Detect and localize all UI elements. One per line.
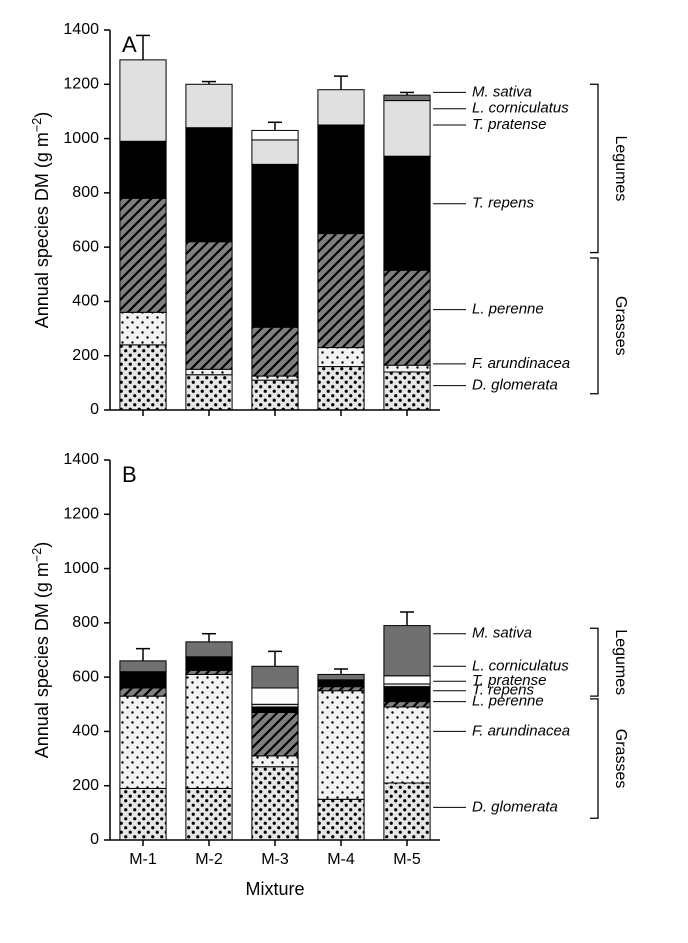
ytick-label: 800 — [72, 184, 99, 201]
bar-segment — [120, 198, 166, 312]
bar-segment — [252, 767, 298, 840]
group-label: Legumes — [612, 629, 629, 695]
bar-segment — [120, 672, 166, 688]
bar-segment — [186, 657, 232, 671]
bar-segment — [186, 128, 232, 242]
bar-segment — [252, 164, 298, 327]
panel-B: 0 200 400 600 800 1000 1200 1400 M-1 M-2 M-3 M-4 M-5… — [30, 451, 629, 868]
bar-segment — [186, 369, 232, 374]
panel-A: 0 200 400 600 800 1000 1200 1400 Annual species … — [30, 21, 629, 418]
ytick-label: 1400 — [63, 21, 99, 38]
ytick-label: 0 — [90, 401, 99, 418]
bar-segment — [318, 680, 364, 687]
ytick-label: 0 — [90, 831, 99, 848]
bar-segment — [186, 242, 232, 370]
bar-segment — [252, 140, 298, 164]
species-label: L. perenne — [472, 301, 544, 318]
species-label: M. sativa — [472, 83, 532, 100]
species-label: D. glomerata — [472, 798, 558, 815]
bar-segment — [384, 702, 430, 707]
ytick-label: 1000 — [63, 560, 99, 577]
bar-segment — [186, 670, 232, 674]
bar-segment — [318, 125, 364, 234]
bar-segment — [384, 365, 430, 372]
xtick-label: M-5 — [393, 851, 421, 868]
xtick-label: M-2 — [195, 851, 223, 868]
bar-segment — [318, 234, 364, 348]
panel-letter: B — [122, 462, 137, 487]
bar-segment — [384, 372, 430, 410]
y-axis-label: Annual species DM (g m−2) — [30, 112, 52, 328]
ytick-label: 1400 — [63, 451, 99, 468]
bar-segment — [120, 60, 166, 141]
ytick-label: 1200 — [63, 506, 99, 523]
bar-segment — [252, 712, 298, 755]
panel-letter: A — [122, 32, 137, 57]
bar-segment — [252, 380, 298, 410]
species-label: D. glomerata — [472, 377, 558, 394]
bar-segment — [120, 661, 166, 672]
ytick-label: 200 — [72, 347, 99, 364]
xtick-label: M-3 — [261, 851, 289, 868]
bar-segment — [318, 691, 364, 800]
bar-segment — [186, 674, 232, 788]
bar-segment — [252, 666, 298, 688]
species-label: T. repens — [472, 195, 534, 212]
bar-segment — [186, 375, 232, 410]
bar-segment — [318, 799, 364, 840]
bar-segment — [252, 130, 298, 140]
bar-segment — [252, 707, 298, 712]
bar-segment — [186, 642, 232, 657]
bar-segment — [252, 756, 298, 767]
bar-segment — [384, 707, 430, 783]
ytick-label: 600 — [72, 668, 99, 685]
bar-segment — [120, 696, 166, 788]
bar-segment — [384, 156, 430, 270]
ytick-label: 800 — [72, 614, 99, 631]
bar-segment — [384, 101, 430, 157]
chart-svg: 0 200 400 600 800 1000 1200 1400 Annual species … — [20, 20, 668, 923]
bar-segment — [318, 687, 364, 691]
bar-segment — [384, 783, 430, 840]
bar-segment — [186, 788, 232, 840]
species-label: F. arundinacea — [472, 722, 570, 739]
bar-segment — [384, 270, 430, 365]
ytick-label: 400 — [72, 723, 99, 740]
bar-segment — [252, 376, 298, 380]
bar-segment — [318, 367, 364, 410]
x-axis-label: Mixture — [245, 879, 304, 899]
xtick-label: M-4 — [327, 851, 355, 868]
xtick-label: M-1 — [129, 851, 157, 868]
bar-segment — [384, 687, 430, 702]
ytick-label: 1000 — [63, 130, 99, 147]
bar-segment — [318, 348, 364, 367]
ytick-label: 600 — [72, 238, 99, 255]
bar-segment — [318, 674, 364, 679]
bar-segment — [318, 90, 364, 125]
bar-segment — [186, 84, 232, 127]
ytick-label: 400 — [72, 293, 99, 310]
bar-segment — [120, 141, 166, 198]
bar-segment — [384, 676, 430, 684]
species-label: M. sativa — [472, 625, 532, 642]
group-label: Legumes — [612, 136, 629, 202]
figure-container: 0 200 400 600 800 1000 1200 1400 Annual species … — [20, 20, 668, 923]
species-label: F. arundinacea — [472, 355, 570, 372]
bar-segment — [120, 312, 166, 345]
bar-segment — [120, 688, 166, 696]
bar-segment — [120, 788, 166, 840]
group-label: Grasses — [612, 729, 629, 789]
bar-segment — [120, 345, 166, 410]
species-label: L. perenne — [472, 693, 544, 710]
y-axis-label: Annual species DM (g m−2) — [30, 542, 52, 758]
ytick-label: 200 — [72, 777, 99, 794]
bar-segment — [252, 688, 298, 704]
bar-segment — [384, 626, 430, 676]
group-label: Grasses — [612, 296, 629, 356]
bar-segment — [252, 327, 298, 376]
ytick-label: 1200 — [63, 76, 99, 93]
species-label: L. corniculatus — [472, 100, 569, 117]
bar-segment — [384, 95, 430, 100]
species-label: T. pratense — [472, 116, 547, 133]
